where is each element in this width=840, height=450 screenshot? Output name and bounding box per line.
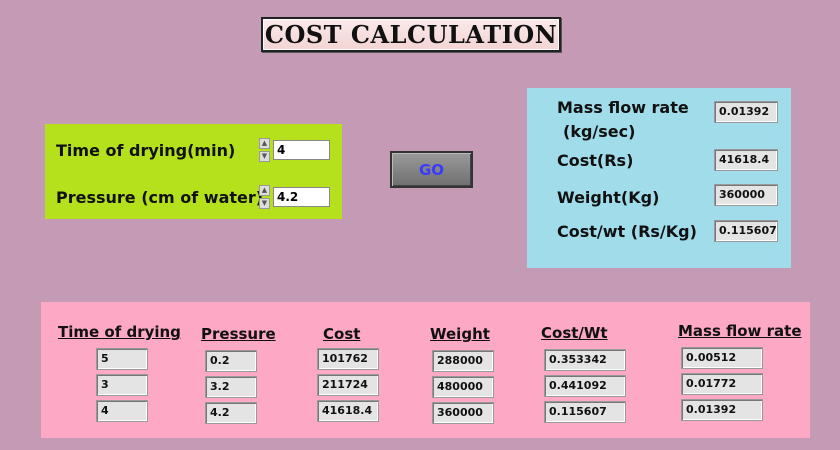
pressure-header: Pressure xyxy=(201,325,276,343)
time-of-drying-input[interactable] xyxy=(273,140,330,160)
pressure-label: Pressure (cm of water) xyxy=(56,188,264,207)
go-button[interactable]: GO xyxy=(390,151,473,188)
history-time-cell: 5 xyxy=(96,348,148,370)
pressure-spinner[interactable]: ▲ ▼ xyxy=(259,185,271,209)
cost-value: 41618.4 xyxy=(714,149,778,171)
weight-label: Weight(Kg) xyxy=(557,188,660,207)
decrement-icon[interactable]: ▼ xyxy=(259,151,270,162)
history-mass-flow-cell: 0.01772 xyxy=(681,373,763,395)
cost-label: Cost(Rs) xyxy=(557,151,634,170)
mass-flow-rate-label: Mass flow rate xyxy=(557,98,689,117)
history-pressure-cell: 3.2 xyxy=(205,376,257,398)
history-cost-cell: 101762 xyxy=(317,348,379,370)
history-mass-flow-cell: 0.00512 xyxy=(681,347,763,369)
pressure-input[interactable] xyxy=(273,187,330,207)
increment-icon[interactable]: ▲ xyxy=(259,185,270,196)
cost-per-wt-value: 0.115607 xyxy=(714,220,778,242)
cost-per-wt-label: Cost/wt (Rs/Kg) xyxy=(557,222,697,241)
history-mass-flow-cell: 0.01392 xyxy=(681,399,763,421)
output-panel: Mass flow rate (kg/sec) 0.01392 Cost(Rs)… xyxy=(527,88,791,268)
time-spinner[interactable]: ▲ ▼ xyxy=(259,138,271,162)
increment-icon[interactable]: ▲ xyxy=(259,138,270,149)
weight-header: Weight xyxy=(430,325,490,343)
history-time-cell: 3 xyxy=(96,374,148,396)
history-pressure-cell: 4.2 xyxy=(205,402,257,424)
mass-flow-rate-header: Mass flow rate xyxy=(678,322,802,340)
history-weight-cell: 288000 xyxy=(432,350,494,372)
mass-flow-rate-unit-label: (kg/sec) xyxy=(563,122,636,141)
history-panel: Time of drying Pressure Cost Weight Cost… xyxy=(41,302,810,438)
page-title: COST CALCULATION xyxy=(261,17,561,52)
history-cost-per-wt-cell: 0.353342 xyxy=(544,349,626,371)
history-cost-per-wt-cell: 0.441092 xyxy=(544,375,626,397)
cost-header: Cost xyxy=(323,325,361,343)
history-cost-cell: 41618.4 xyxy=(317,400,379,422)
history-weight-cell: 360000 xyxy=(432,402,494,424)
mass-flow-rate-value: 0.01392 xyxy=(714,101,778,123)
time-of-drying-header: Time of drying xyxy=(58,323,181,341)
decrement-icon[interactable]: ▼ xyxy=(259,198,270,209)
cost-per-wt-header: Cost/Wt xyxy=(541,324,608,342)
history-time-cell: 4 xyxy=(96,400,148,422)
history-weight-cell: 480000 xyxy=(432,376,494,398)
history-cost-cell: 211724 xyxy=(317,374,379,396)
history-pressure-cell: 0.2 xyxy=(205,350,257,372)
weight-value: 360000 xyxy=(714,184,778,206)
time-of-drying-label: Time of drying(min) xyxy=(56,141,236,160)
history-cost-per-wt-cell: 0.115607 xyxy=(544,401,626,423)
input-panel: Time of drying(min) ▲ ▼ Pressure (cm of … xyxy=(45,124,342,219)
